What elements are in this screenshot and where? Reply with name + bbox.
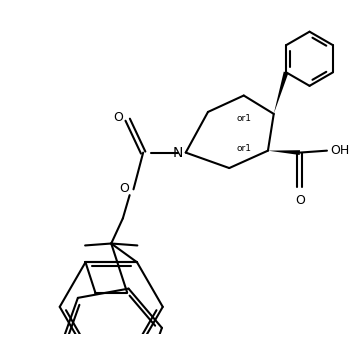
Text: or1: or1	[236, 114, 251, 123]
Text: O: O	[119, 182, 129, 195]
Text: or1: or1	[236, 144, 251, 153]
Polygon shape	[268, 150, 300, 155]
Text: O: O	[113, 111, 123, 124]
Text: O: O	[295, 194, 305, 207]
Polygon shape	[274, 72, 288, 114]
Text: N: N	[173, 146, 183, 159]
Text: OH: OH	[330, 144, 349, 157]
